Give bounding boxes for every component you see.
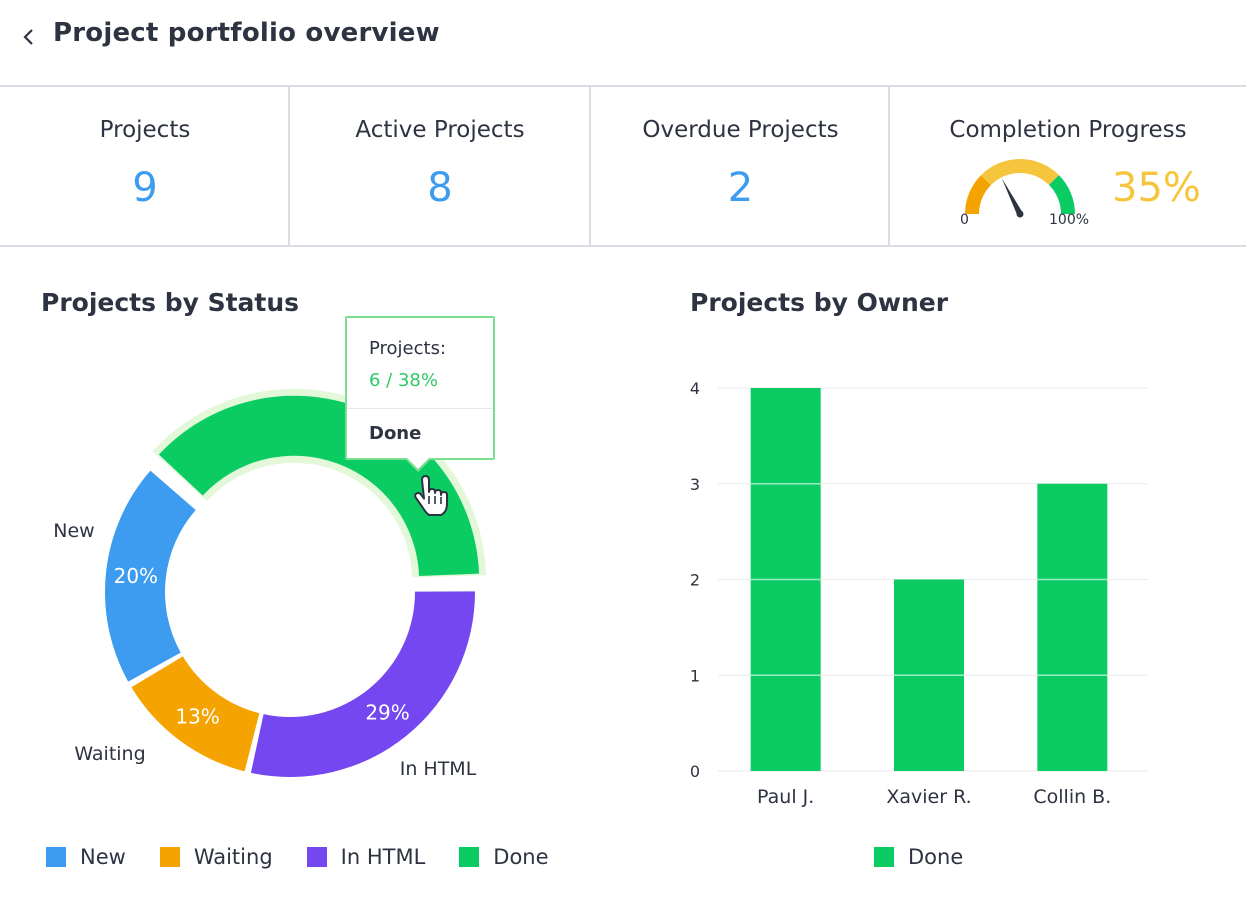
slice-pct-new: 20% [114,564,158,588]
legend-label-owner-done: Done [908,845,964,869]
back-button[interactable] [14,22,44,52]
y-tick-label: 0 [690,762,700,781]
status-label-waiting: Waiting [74,743,145,765]
owner-chart-legend: Done [874,845,997,869]
donut-slice-in-html[interactable] [250,591,475,777]
kpi-row: Projects 9 Active Projects 8 Overdue Pro… [0,85,1246,247]
x-tick-label: Xavier R. [886,786,971,808]
owner-bar-chart: 0 1 2 3 4 Paul J. Xavier R. Collin B. [690,379,1148,808]
status-label-in-html: In HTML [400,758,477,780]
legend-swatch-done [459,847,480,867]
y-tick-label: 3 [690,475,700,494]
legend-item-owner-done[interactable]: Done [874,845,963,869]
kpi-projects-label: Projects [99,117,191,143]
kpi-active-value: 8 [427,165,453,211]
page-header: Project portfolio overview [0,0,1246,86]
legend-item-new[interactable]: New [46,845,126,869]
legend-swatch-waiting [159,847,180,867]
kpi-active-label: Active Projects [355,117,525,143]
kpi-completion-label: Completion Progress [949,117,1187,143]
donut-slice-new[interactable] [105,470,196,682]
chart-tooltip: Projects: 6 / 38% Done [345,316,495,472]
gauge-segment-high [1048,175,1075,215]
gauge-graphic [965,159,1075,218]
tooltip-divider [347,408,493,409]
owner-chart-title: Projects by Owner [690,288,949,317]
tooltip-value: 6 / 38% [369,370,438,391]
bar-collin-b[interactable] [1037,483,1108,771]
gauge-segment-low [965,175,992,215]
kpi-active-projects: Active Projects 8 [288,87,590,245]
status-chart-title: Projects by Status [41,288,300,317]
y-tick-label: 2 [690,571,700,590]
gauge-min-label: 0 [960,212,969,228]
x-tick-label: Paul J. [757,786,814,808]
kpi-overdue-label: Overdue Projects [642,117,839,143]
gauge-needle [1001,178,1023,216]
y-tick-label: 1 [690,666,700,685]
legend-item-waiting[interactable]: Waiting [159,845,273,869]
gauge-segment-mid [981,159,1059,186]
gauge-needle-pivot [1016,210,1024,218]
legend-swatch-in-html [306,847,327,867]
status-donut-chart: 20% 13% 29% New Waiting In HTML [53,388,487,780]
hand-cursor-icon [414,475,448,516]
legend-swatch-owner-done [874,847,894,867]
legend-label-new: New [80,845,126,869]
kpi-completion-value: 35% [1112,165,1201,211]
legend-label-done: Done [493,845,549,869]
kpi-overdue-projects: Overdue Projects 2 [589,87,890,245]
status-chart-legend: New Waiting In HTML Done [46,845,583,869]
kpi-projects: Projects 9 [0,87,290,245]
slice-pct-waiting: 13% [175,704,219,728]
kpi-completion-progress: Completion Progress 0 100% 35% [888,87,1246,245]
legend-item-done[interactable]: Done [459,845,549,869]
page-title: Project portfolio overview [53,18,440,48]
legend-item-in-html[interactable]: In HTML [306,845,426,869]
slice-pct-in-html: 29% [365,700,409,724]
legend-label-in-html: In HTML [340,845,426,869]
x-tick-label: Collin B. [1033,786,1111,808]
completion-gauge: 0 100% [960,159,1100,239]
tooltip-status: Done [369,423,422,444]
kpi-projects-value: 9 [132,165,158,211]
tooltip-label: Projects: [369,338,447,359]
kpi-overdue-value: 2 [727,165,754,211]
legend-swatch-new [46,847,66,867]
status-label-new: New [53,520,94,542]
legend-label-waiting: Waiting [193,845,273,869]
chevron-left-icon [23,29,33,45]
gauge-max-label: 100% [1049,212,1090,228]
donut-slice-waiting[interactable] [131,656,260,772]
y-tick-label: 4 [690,379,700,398]
